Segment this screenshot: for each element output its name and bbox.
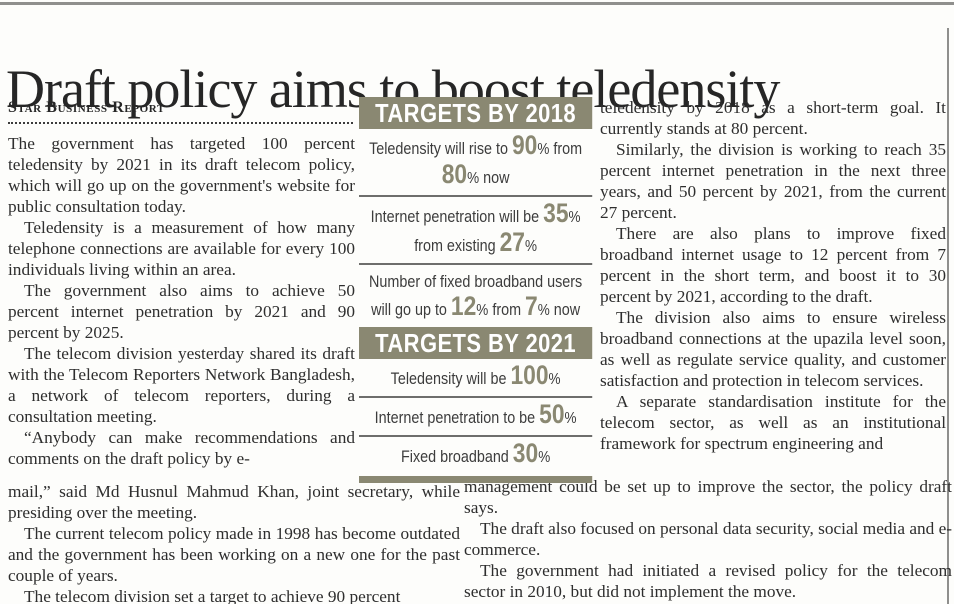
target-value: 30: [512, 438, 539, 468]
row-divider: [359, 435, 593, 437]
target-row-teledensity-2021: Teledensity will be 100%: [359, 359, 592, 396]
target-text: from: [549, 139, 583, 158]
target-row-broadband-2018: Number of fixed broadband users will go …: [359, 265, 592, 327]
target-value: 80: [441, 159, 468, 189]
article-paragraph: “Anybody can make recommendations and co…: [8, 428, 355, 468]
article-paragraph: mail,” said Md Husnul Mahmud Khan, joint…: [8, 482, 460, 522]
article-paragraph: A separate standardisation institute for…: [600, 392, 946, 453]
target-text: Number of fixed broadband users will go …: [369, 272, 583, 319]
targets-2021-header: TARGETS BY 2021: [359, 327, 593, 359]
article-column-right-narrow: teledensity by 2018 as a short-term goal…: [600, 97, 946, 454]
article-paragraph: The telecom division set a target to ach…: [24, 587, 401, 604]
percent-sign: %: [537, 302, 550, 319]
article-paragraph: The government has targeted 100 percent …: [8, 134, 355, 216]
target-text: Teledensity will be: [390, 369, 511, 388]
target-text: Fixed broadband: [400, 447, 513, 466]
targets-box: TARGETS BY 2018 Teledensity will rise to…: [359, 97, 593, 483]
article-paragraph: teledensity by 2018 as a short-term goal…: [600, 98, 946, 138]
row-divider: [359, 263, 593, 265]
article-paragraph: The telecom division yesterday shared it…: [8, 344, 355, 426]
percent-sign: %: [476, 302, 489, 319]
target-row-teledensity-2018: Teledensity will rise to 90% from 80% no…: [359, 129, 592, 195]
box-bottom-bar: [359, 476, 593, 483]
article-paragraph: There are also plans to improve fixed br…: [600, 224, 946, 306]
target-value: 35: [543, 198, 569, 228]
article-paragraph: The government had initiated a revised p…: [464, 561, 952, 601]
article-paragraph: Similarly, the division is working to re…: [600, 140, 946, 222]
target-row-internet-2018: Internet penetration will be 35% from ex…: [359, 197, 592, 263]
target-value: 100: [510, 360, 549, 390]
top-rule: [0, 2, 954, 5]
percent-sign: %: [525, 238, 538, 255]
targets-2018-header: TARGETS BY 2018: [359, 97, 593, 129]
right-column-rule: [947, 28, 949, 604]
target-value: 50: [539, 399, 565, 429]
target-text: now: [479, 168, 510, 187]
article-column-left-wide: mail,” said Md Husnul Mahmud Khan, joint…: [8, 481, 460, 604]
target-value: 7: [525, 291, 538, 321]
target-text: Teledensity will rise to: [369, 139, 512, 158]
target-text: Internet penetration will be: [370, 207, 544, 226]
article-paragraph: The current telecom policy made in 1998 …: [8, 524, 460, 585]
percent-sign: %: [564, 410, 577, 427]
byline-dotted-rule: [8, 112, 353, 124]
target-row-broadband-2021: Fixed broadband 30%: [359, 437, 592, 474]
row-divider: [359, 396, 593, 398]
target-text: from existing: [414, 236, 500, 255]
percent-sign: %: [548, 371, 561, 388]
article-column-left-narrow: The government has targeted 100 percent …: [8, 133, 355, 469]
percent-sign: %: [537, 141, 550, 158]
row-divider: [359, 195, 593, 197]
percent-sign: %: [467, 170, 480, 187]
article-column-right-wide: management could be set up to improve th…: [464, 476, 952, 602]
target-value: 12: [450, 291, 477, 321]
target-text: Internet penetration to be: [374, 408, 540, 427]
target-value: 27: [499, 227, 526, 257]
percent-sign: %: [538, 449, 551, 466]
target-text: from: [488, 300, 526, 319]
byline: Star Business Report: [8, 99, 165, 116]
article-paragraph: The government also aims to achieve 50 p…: [8, 281, 355, 342]
target-text: now: [549, 300, 581, 319]
article-paragraph: Teledensity is a measurement of how many…: [8, 218, 355, 279]
article-paragraph: The draft also focused on personal data …: [464, 519, 953, 559]
percent-sign: %: [568, 209, 581, 226]
target-value: 90: [511, 130, 538, 160]
article-paragraph: The division also aims to ensure wireles…: [600, 308, 946, 390]
target-row-internet-2021: Internet penetration to be 50%: [359, 398, 592, 435]
